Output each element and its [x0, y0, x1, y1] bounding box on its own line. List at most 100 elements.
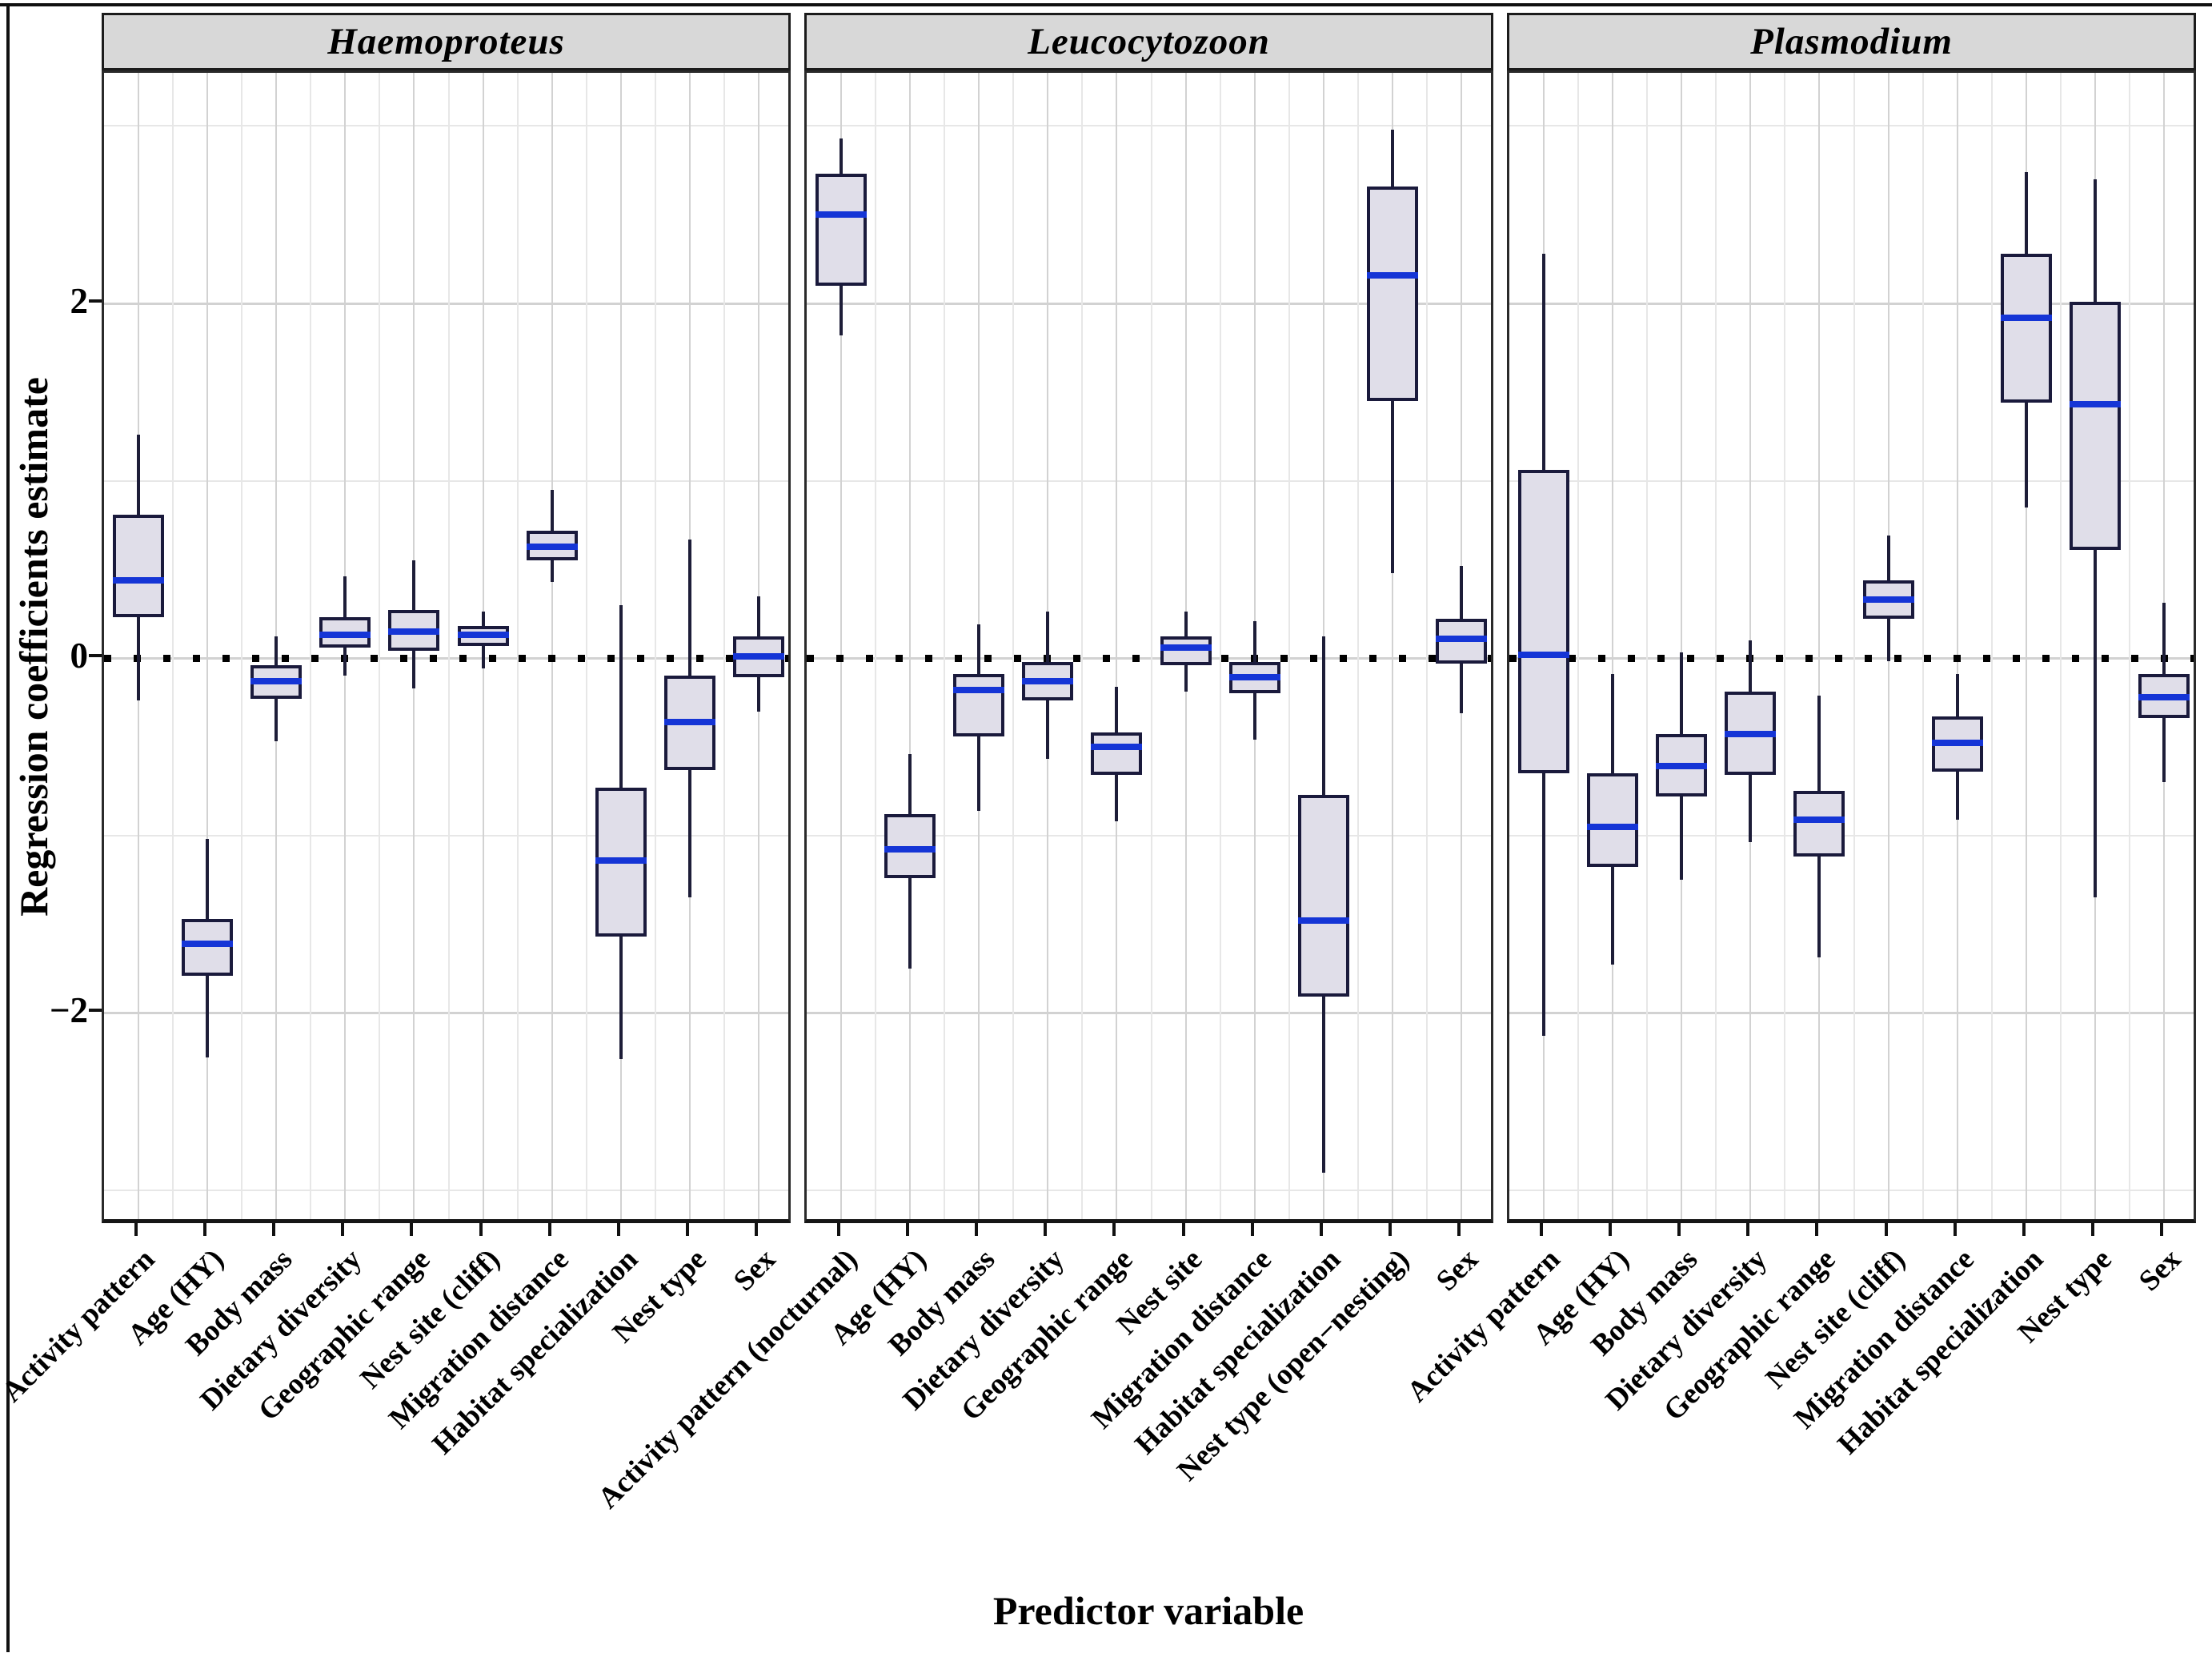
x-tick-mark [548, 1223, 551, 1236]
facet-strip: Leucocytozoon [804, 13, 1493, 70]
median-line [1160, 644, 1212, 651]
box-iqr [1587, 773, 1638, 868]
median-line [250, 677, 302, 684]
box-iqr [113, 514, 164, 618]
gridline [1509, 834, 2194, 837]
x-tick-mark [203, 1223, 206, 1236]
gridline [104, 1189, 788, 1191]
strip-title: Haemoproteus [327, 21, 565, 62]
gridline [807, 1012, 1491, 1015]
gridline [241, 73, 242, 1219]
x-tick-mark [1320, 1223, 1323, 1236]
y-tick-label: 2 [70, 281, 89, 321]
median-line [1863, 596, 1914, 603]
gridline [1151, 73, 1152, 1219]
gridline [723, 73, 725, 1219]
gridline [2026, 73, 2027, 1219]
box-iqr [884, 814, 936, 878]
median-line [884, 846, 936, 853]
gridline [517, 73, 519, 1219]
x-tick-mark [1954, 1223, 1957, 1236]
gridline [1426, 73, 1428, 1219]
gridline [1392, 73, 1393, 1219]
x-tick-mark [837, 1223, 840, 1236]
zero-reference-line [104, 655, 788, 663]
box-iqr [1298, 794, 1349, 997]
median-line [458, 632, 509, 639]
x-tick-mark [272, 1223, 275, 1236]
gridline [172, 73, 174, 1219]
x-tick-mark [2160, 1223, 2163, 1236]
box-iqr [815, 174, 867, 286]
box-iqr [2001, 253, 2052, 403]
gridline [1509, 1189, 2194, 1191]
figure-left-edge [6, 3, 10, 1652]
x-tick-mark [410, 1223, 413, 1236]
gridline [551, 73, 553, 1219]
figure-top-edge [0, 3, 2212, 6]
gridline [840, 73, 842, 1219]
x-tick-mark [1251, 1223, 1254, 1236]
y-tick-mark [89, 1009, 102, 1013]
median-line [2070, 401, 2121, 408]
gridline [1715, 73, 1717, 1219]
gridline [104, 1012, 788, 1015]
median-line [1091, 743, 1142, 750]
x-tick-mark [975, 1223, 978, 1236]
median-line [1932, 740, 1983, 747]
gridline [104, 834, 788, 837]
gridline [1357, 73, 1359, 1219]
facet-strip: Plasmodium [1507, 13, 2196, 70]
gridline [206, 73, 208, 1219]
x-tick-mark [906, 1223, 909, 1236]
median-line [1518, 651, 1569, 658]
gridline [1646, 73, 1648, 1219]
gridline [807, 125, 1491, 127]
x-tick-mark [1746, 1223, 1749, 1236]
median-line [1367, 271, 1418, 279]
gridline [807, 303, 1491, 305]
median-line [527, 543, 578, 550]
x-tick-mark [686, 1223, 689, 1236]
facet-panel-2 [804, 70, 1493, 1223]
gridline [1991, 73, 1993, 1219]
gridline [1220, 73, 1221, 1219]
x-tick-mark [1540, 1223, 1543, 1236]
facet-panel-1 [102, 70, 791, 1223]
facet-strip: Haemoproteus [102, 13, 791, 70]
median-line [1229, 674, 1280, 681]
box-iqr [1518, 470, 1569, 774]
box-iqr [1091, 732, 1142, 776]
median-line [319, 632, 371, 639]
zero-reference-line [1509, 655, 2194, 663]
x-tick-mark [1389, 1223, 1392, 1236]
gridline [909, 73, 911, 1219]
x-tick-mark [755, 1223, 758, 1236]
gridline [944, 73, 945, 1219]
gridline [104, 479, 788, 482]
median-line [953, 686, 1004, 693]
gridline [1081, 73, 1083, 1219]
box-iqr [1793, 791, 1845, 857]
x-tick-mark [617, 1223, 620, 1236]
median-line [1725, 731, 1776, 738]
gridline [586, 73, 587, 1219]
median-line [1793, 816, 1845, 823]
median-line [2138, 693, 2190, 700]
gridline [1509, 1012, 2194, 1015]
median-line [388, 628, 439, 635]
x-tick-mark [2091, 1223, 2094, 1236]
facet-panel-3 [1507, 70, 2196, 1223]
x-tick-label: Sex [2132, 1242, 2187, 1298]
x-tick-mark [479, 1223, 483, 1236]
x-tick-mark [2022, 1223, 2026, 1236]
median-line [1656, 763, 1707, 770]
median-line [733, 652, 784, 660]
median-line [1587, 823, 1638, 830]
x-tick-mark [1677, 1223, 1681, 1236]
x-tick-mark [1815, 1223, 1818, 1236]
gridline [379, 73, 380, 1219]
median-line [113, 576, 164, 584]
strip-title: Plasmodium [1750, 21, 1953, 62]
